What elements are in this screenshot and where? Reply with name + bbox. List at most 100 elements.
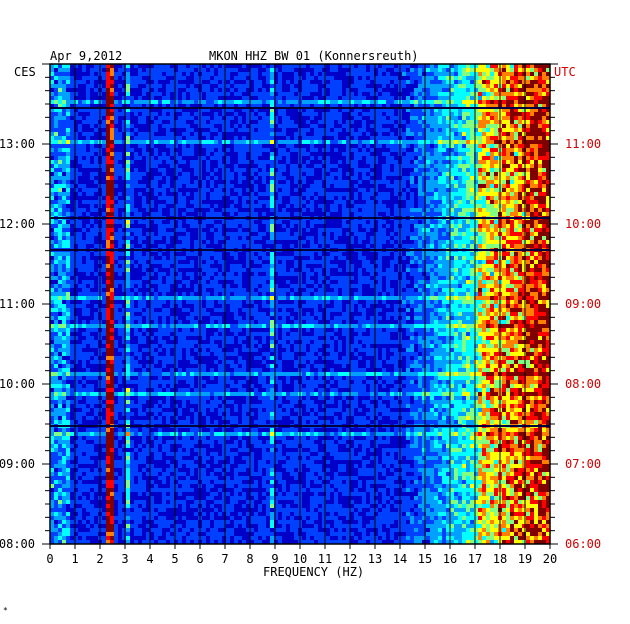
spectrogram-cell (378, 116, 382, 120)
spectrogram-cell (430, 76, 434, 80)
spectrogram-cell (338, 164, 342, 168)
spectrogram-cell (166, 168, 170, 172)
spectrogram-cell (114, 92, 118, 96)
spectrogram-cell (358, 88, 362, 92)
spectrogram-cell (458, 136, 462, 140)
spectrogram-cell (322, 76, 326, 80)
spectrogram-cell (474, 180, 478, 184)
spectrogram-cell (338, 192, 342, 196)
spectrogram-cell (414, 196, 418, 200)
spectrogram-cell (66, 192, 70, 196)
spectrogram-cell (522, 92, 526, 96)
spectrogram-cell (214, 64, 218, 68)
spectrogram-cell (350, 152, 354, 156)
spectrogram-cell (210, 96, 214, 100)
spectrogram-cell (446, 68, 450, 72)
spectrogram-cell (538, 72, 542, 76)
spectrogram-cell (230, 68, 234, 72)
spectrogram-cell (190, 72, 194, 76)
spectrogram-cell (102, 120, 106, 124)
spectrogram-cell (546, 156, 550, 160)
spectrogram-cell (394, 104, 398, 108)
spectrogram-cell (366, 64, 370, 68)
spectrogram-cell (246, 148, 250, 152)
spectrogram-cell (322, 164, 326, 168)
spectrogram-cell (518, 212, 522, 216)
spectrogram-cell (222, 80, 226, 84)
spectrogram-cell (254, 88, 258, 92)
spectrogram-cell (426, 116, 430, 120)
spectrogram-cell (454, 132, 458, 136)
spectrogram-cell (370, 188, 374, 192)
spectrogram-cell (382, 168, 386, 172)
spectrogram-cell (134, 76, 138, 80)
spectrogram-cell (162, 176, 166, 180)
spectrogram-cell (322, 176, 326, 180)
spectrogram-cell (462, 192, 466, 196)
spectrogram-cell (138, 184, 142, 188)
spectrogram-cell (186, 168, 190, 172)
spectrogram-cell (342, 156, 346, 160)
spectrogram-cell (430, 124, 434, 128)
spectrogram-cell (246, 120, 250, 124)
spectrogram-cell (66, 140, 70, 144)
spectrogram-cell (526, 136, 530, 140)
spectrogram-cell (226, 96, 230, 100)
spectrogram-cell (410, 100, 414, 104)
spectrogram-cell (206, 72, 210, 76)
spectrogram-cell (82, 136, 86, 140)
spectrogram-cell (430, 84, 434, 88)
spectrogram-cell (174, 204, 178, 208)
spectrogram-cell (230, 200, 234, 204)
spectrogram-cell (478, 124, 482, 128)
spectrogram-cell (178, 128, 182, 132)
spectrogram-cell (522, 84, 526, 88)
spectrogram-cell (278, 176, 282, 180)
spectrogram-cell (530, 140, 534, 144)
spectrogram-cell (138, 152, 142, 156)
spectrogram-cell (534, 140, 538, 144)
spectrogram-cell (102, 64, 106, 68)
spectrogram-cell (374, 92, 378, 96)
spectrogram-cell (90, 96, 94, 100)
spectrogram-cell (310, 168, 314, 172)
spectrogram-cell (218, 172, 222, 176)
spectrogram-cell (338, 68, 342, 72)
spectrogram-cell (530, 80, 534, 84)
spectrogram-cell (542, 132, 546, 136)
spectrogram-cell (322, 168, 326, 172)
spectrogram-cell (462, 160, 466, 164)
spectrogram-cell (218, 164, 222, 168)
spectrogram-cell (250, 136, 254, 140)
spectrogram-cell (430, 148, 434, 152)
spectrogram-cell (186, 152, 190, 156)
spectrogram-cell (294, 136, 298, 140)
spectrogram-cell (242, 208, 246, 212)
spectrogram-cell (78, 132, 82, 136)
spectrogram-cell (462, 136, 466, 140)
spectrogram-cell (230, 160, 234, 164)
spectrogram-cell (110, 136, 114, 140)
spectrogram-cell (282, 140, 286, 144)
spectrogram-cell (522, 104, 526, 108)
spectrogram-cell (246, 196, 250, 200)
spectrogram-cell (310, 84, 314, 88)
spectrogram-cell (534, 76, 538, 80)
spectrogram-cell (382, 180, 386, 184)
spectrogram-cell (434, 64, 438, 68)
spectrogram-cell (290, 164, 294, 168)
spectrogram-cell (158, 108, 162, 112)
spectrogram-cell (426, 172, 430, 176)
spectrogram-cell (82, 64, 86, 68)
spectrogram-cell (90, 164, 94, 168)
spectrogram-cell (254, 176, 258, 180)
spectrogram-cell (318, 92, 322, 96)
spectrogram-cell (74, 208, 78, 212)
spectrogram-cell (266, 128, 270, 132)
spectrogram-cell (302, 120, 306, 124)
spectrogram-cell (506, 176, 510, 180)
spectrogram-cell (150, 64, 154, 68)
spectrogram-cell (442, 104, 446, 108)
spectrogram-cell (330, 104, 334, 108)
spectrogram-cell (302, 84, 306, 88)
